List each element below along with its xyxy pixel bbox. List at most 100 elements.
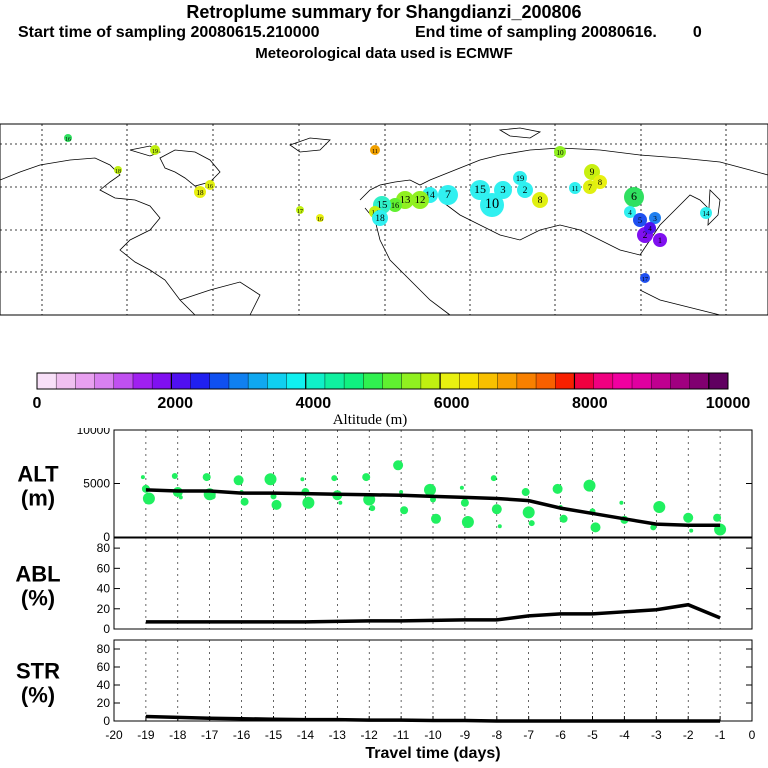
colorbar-cell — [171, 373, 192, 389]
scatter-point — [431, 513, 441, 524]
colorbar-container: 0 2000 4000 6000 8000 10000 Altitude (m) — [33, 372, 750, 428]
scatter-point — [300, 477, 305, 482]
scatter-point — [460, 498, 469, 507]
colorbar-cell — [94, 373, 115, 389]
colorbar-label: Altitude (m) — [333, 412, 408, 428]
y-tick-label: 40 — [97, 582, 111, 596]
plume-marker-label: 5 — [638, 216, 642, 225]
scatter-point — [331, 475, 338, 482]
plume-marker-label: 13 — [400, 194, 411, 206]
colorbar-cell — [632, 373, 652, 389]
colorbar-cell — [190, 373, 211, 389]
x-tick-label: -1 — [715, 728, 726, 742]
x-tick-label: -19 — [137, 728, 155, 742]
y-tick-label: 10000 — [77, 428, 111, 437]
scatter-point — [552, 483, 563, 494]
x-tick-label: -10 — [424, 728, 442, 742]
plume-marker-label: 18 — [196, 189, 204, 197]
plume-marker — [584, 164, 600, 180]
y-tick-label: 0 — [103, 714, 110, 728]
y-tick-label: 20 — [97, 696, 111, 710]
scatter-point — [171, 473, 178, 480]
plume-marker-label: 8 — [598, 178, 602, 187]
time-series-panels: 1000050000ALT(m)806040200ABL(%)806040200… — [15, 428, 755, 762]
plume-marker — [517, 182, 533, 198]
scatter-point — [233, 475, 244, 486]
panel-abl: 80 60 40 20 0 ABL(%) — [15, 537, 753, 636]
plume-marker — [644, 222, 656, 234]
colorbar-cell — [56, 373, 76, 389]
scatter-point — [240, 497, 249, 506]
y-tick-label: 5000 — [83, 477, 110, 491]
plume-marker-label: 7 — [588, 183, 592, 192]
x-tick-label: -15 — [265, 728, 283, 742]
plume-marker-label: 16 — [391, 201, 399, 210]
plume-marker — [316, 214, 324, 222]
panel-label: STR — [16, 659, 60, 684]
colorbar-cell — [593, 373, 614, 389]
end-time-text: End time of sampling 20080616. — [415, 24, 657, 41]
colorbar-cell — [708, 373, 729, 389]
colorbar-cell — [478, 373, 499, 389]
plume-marker — [532, 192, 548, 208]
scatter-point — [400, 506, 409, 515]
chart-title: Retroplume summary for Shangdianzi_20080… — [186, 2, 582, 22]
colorbar-cell — [670, 373, 691, 389]
colorbar-cell — [286, 373, 307, 389]
plume-marker — [194, 186, 206, 198]
plume-marker — [114, 166, 122, 174]
scatter-point — [583, 479, 596, 492]
plume-marker-label: 17 — [297, 209, 303, 215]
plume-marker-label: 4 — [648, 225, 652, 233]
scatter-point — [650, 524, 657, 531]
scatter-point — [264, 473, 277, 486]
x-tick-label: -3 — [651, 728, 662, 742]
x-tick-label: -7 — [523, 728, 534, 742]
met-data-label: Meteorological data used is ECMWF — [255, 45, 513, 62]
y-tick-label: 80 — [97, 541, 111, 555]
plume-marker — [624, 206, 636, 218]
plume-marker — [653, 233, 667, 247]
plume-marker — [700, 207, 712, 219]
panel-unit: (%) — [21, 683, 55, 708]
plume-marker — [583, 180, 597, 194]
scatter-point — [362, 473, 371, 482]
plume-marker-label: 2 — [523, 185, 528, 196]
x-tick-label: -8 — [491, 728, 502, 742]
plume-marker-label: 12 — [415, 194, 426, 206]
scatter-point — [302, 496, 315, 509]
x-tick-label: -9 — [460, 728, 471, 742]
plume-marker-label: 16 — [207, 184, 213, 190]
plume-marker-label: 14 — [425, 190, 435, 201]
scatter-point — [683, 512, 694, 523]
plume-marker-label: 16 — [65, 137, 71, 143]
start-time-label: Start time of sampling 20080615.210000 — [18, 24, 320, 41]
scatter-point — [178, 495, 183, 500]
plume-marker — [296, 206, 304, 214]
colorbar-cell — [344, 373, 364, 389]
scatter-point — [713, 513, 722, 522]
colorbar-cell — [420, 373, 441, 389]
x-tick-label: -18 — [169, 728, 187, 742]
colorbar-cell — [152, 373, 172, 389]
x-tick-label: -17 — [201, 728, 219, 742]
plume-marker — [150, 145, 160, 155]
colorbar-cell — [228, 373, 249, 389]
colorbar-cell — [574, 373, 595, 389]
colorbar-cell — [555, 373, 575, 389]
y-tick-label: 60 — [97, 660, 111, 674]
x-tick-label: -12 — [361, 728, 379, 742]
plume-marker-label: 19 — [516, 174, 524, 183]
panel-unit: (m) — [21, 486, 55, 511]
x-tick-label: -20 — [105, 728, 123, 742]
panel-label: ALT — [17, 462, 59, 487]
scatter-point — [689, 528, 694, 533]
plume-marker — [480, 193, 504, 217]
plume-marker — [649, 212, 661, 224]
x-tick-label: -4 — [619, 728, 630, 742]
colorbar-cell — [536, 373, 556, 389]
plume-marker — [370, 145, 380, 155]
scatter-point — [209, 493, 216, 500]
scatter-point — [522, 506, 535, 519]
colorbar-cell — [516, 373, 537, 389]
